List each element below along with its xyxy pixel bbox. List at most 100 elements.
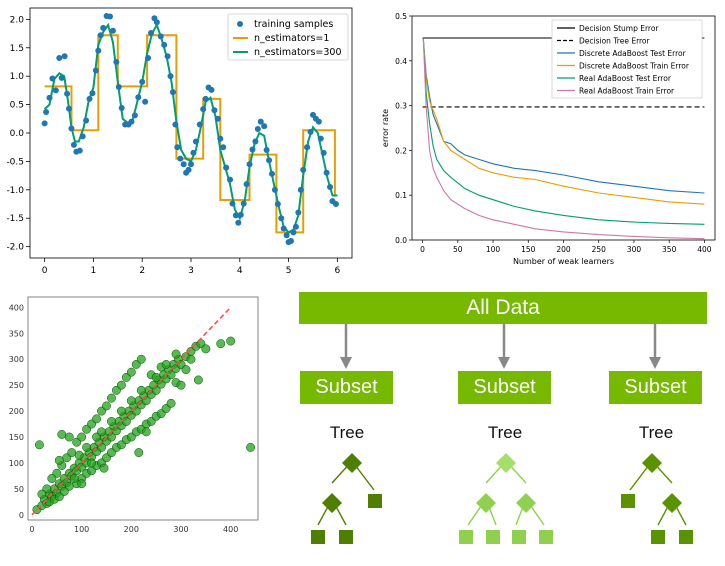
x-tick-label: 6 [334,266,340,275]
training-sample-point [157,33,164,40]
x-tick-label: 250 [592,245,607,254]
prediction-point [64,432,74,442]
training-sample-point [118,105,125,111]
prediction-point [67,448,77,458]
legend-label: Decision Stump Error [579,24,659,33]
training-sample-point [243,181,250,188]
training-sample-point [297,186,304,193]
diagram-connectors [311,324,693,544]
prediction-point [74,450,84,460]
training-sample-point [327,183,334,190]
prediction-point [126,367,136,377]
arrow-head-3 [649,357,661,369]
tree-label-1: Tree [329,423,365,442]
training-sample-point [97,32,104,39]
series-line [422,38,705,205]
training-sample-point [261,123,268,130]
x-tick-label: 200 [556,245,571,254]
training-sample-point [237,211,244,218]
training-sample-point [142,98,149,105]
prediction-point [116,406,126,416]
y-axis-label: error rate [381,109,390,147]
prediction-point [193,375,203,385]
prediction-point [176,380,186,390]
prediction-scatter-chart: 0 100 200 300 400 0 50 100 150 200 250 300 350 400 [9,296,259,534]
y-tick-label: 0.4 [395,57,407,66]
prediction-point [97,427,106,437]
y-tick-label: 0.5 [10,101,24,111]
prediction-point [54,455,64,465]
prediction-point [102,401,111,411]
x-tick-label: 3 [188,266,194,275]
series-line [422,38,705,240]
y-tick-label: -2.0 [6,243,24,253]
x-tick-label: 100 [486,245,501,254]
prediction-point [136,385,146,395]
training-sample-point [92,67,99,74]
y-tick-label: 250 [9,381,24,390]
prediction-point [151,372,161,382]
prediction-point [107,417,116,426]
training-sample-point [229,200,236,207]
training-sample-point [145,55,152,61]
legend-label: Real AdaBoost Test Error [579,74,672,83]
training-sample-point [304,144,311,151]
x-tick-label: 200 [124,525,139,534]
training-sample-point [68,125,75,132]
training-sample-point [227,176,234,183]
tree-2-leaf [539,530,553,544]
x-tick-label: 400 [697,245,712,254]
tree-2-leaf [486,530,500,544]
training-sample-point [278,215,285,222]
training-sample-point [52,87,59,94]
training-sample-point [177,155,184,162]
training-sample-point [263,147,270,154]
legend-label: Decision Tree Error [579,37,651,46]
training-sample-point [135,94,142,101]
training-sample-point [172,121,179,128]
tree-3-leaf [651,530,665,544]
legend-marker-samples [237,21,243,27]
x-tick-label: 300 [627,245,642,254]
x-tick-label: 0 [29,525,34,534]
y-tick-label: 100 [9,459,24,468]
y-tick-label: -0.5 [6,157,24,167]
training-sample-point [332,201,339,208]
prediction-point [201,344,211,354]
prediction-point [77,479,87,489]
y-tick-label: 50 [14,485,24,494]
y-tick-label: 400 [9,303,24,312]
training-sample-point [240,200,247,207]
training-sample-point [128,118,135,125]
training-sample-point [153,19,160,26]
training-sample-point [58,74,65,81]
series-line [422,38,705,225]
training-sample-point [254,126,261,133]
prediction-point [57,429,67,439]
training-sample-point [115,83,122,90]
training-sample-point [288,237,295,244]
y-tick-label: 1.0 [10,72,25,82]
training-sample-point [323,169,330,176]
training-sample-point [161,41,168,48]
x-tick-label: 0 [42,266,48,275]
tree-label-3: Tree [638,423,674,442]
training-sample-point [169,89,176,96]
tree-2-split-node [476,493,496,513]
training-sample-point [190,149,197,156]
y-tick-label: 1.5 [10,44,24,54]
tree-label-2: Tree [487,423,523,442]
training-sample-point [185,166,192,173]
training-sample-point [41,120,48,127]
training-sample-point [49,75,56,82]
training-sample-point [271,186,278,193]
tree-2-leaf [459,530,473,544]
series-line [422,38,705,194]
prediction-scatter-panel: 0 100 200 300 400 0 50 100 150 200 250 300 350 400 [0,285,270,562]
x-tick-label: 400 [223,525,238,534]
training-sample-point [167,73,174,80]
prediction-point [47,474,57,483]
training-sample-point [79,133,86,140]
training-sample-point [43,108,50,115]
y-tick-label: -1.5 [6,214,24,224]
